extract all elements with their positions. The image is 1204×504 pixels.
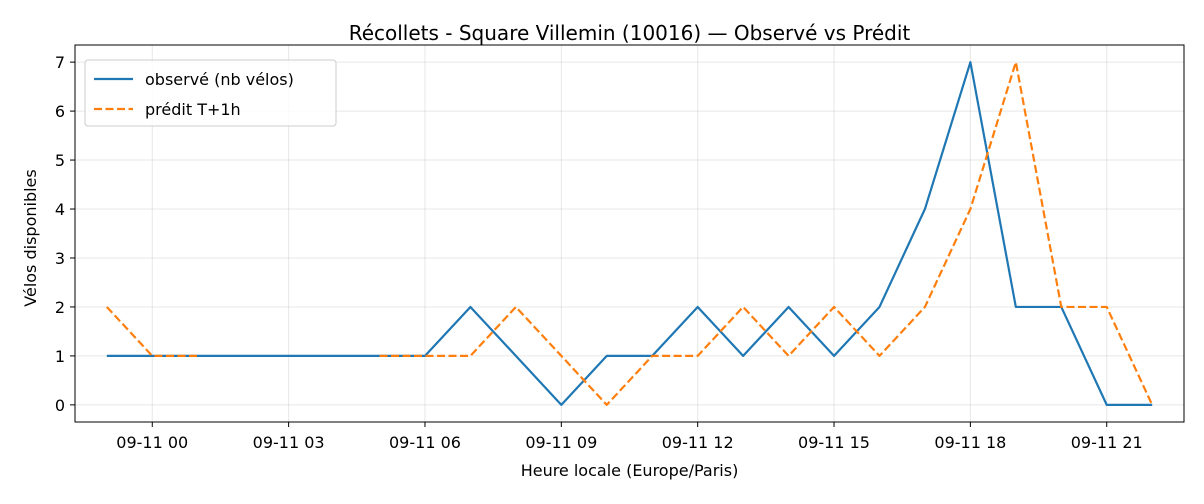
x-tick-label: 09-11 09 (525, 433, 597, 452)
y-axis-title: Vélos disponibles (21, 169, 40, 306)
series-layer (106, 61, 1154, 406)
x-tick-label: 09-11 18 (934, 433, 1006, 452)
predicted-series-line (379, 61, 1154, 406)
observed-series-line (106, 61, 1153, 406)
chart-title: Récollets - Square Villemin (10016) — Ob… (349, 21, 911, 45)
x-tick-label: 09-11 03 (253, 433, 325, 452)
x-axis: 09-11 00 09-11 03 09-11 06 09-11 09 09-11 12… (116, 422, 1143, 452)
y-tick-label: 3 (55, 249, 65, 268)
y-axis: 0 1 2 3 4 5 6 7 (55, 53, 75, 415)
predicted-series-line (106, 306, 198, 357)
legend-label-observed: observé (nb vélos) (145, 70, 294, 89)
x-tick-label: 09-11 00 (116, 433, 188, 452)
y-tick-label: 4 (55, 200, 65, 219)
x-tick-label: 09-11 15 (798, 433, 870, 452)
x-tick-label: 09-11 21 (1071, 433, 1143, 452)
x-tick-label: 09-11 12 (662, 433, 734, 452)
legend-box (84, 59, 337, 127)
y-tick-label: 0 (55, 396, 65, 415)
y-tick-label: 5 (55, 151, 65, 170)
x-tick-label: 09-11 06 (389, 433, 461, 452)
y-tick-label: 6 (55, 102, 65, 121)
y-tick-label: 1 (55, 347, 65, 366)
legend: observé (nb vélos) prédit T+1h (84, 59, 337, 127)
y-tick-label: 2 (55, 298, 65, 317)
grid-lines (75, 45, 1184, 422)
plot-frame (74, 44, 1185, 423)
y-tick-label: 7 (55, 53, 65, 72)
legend-label-predicted: prédit T+1h (145, 100, 241, 119)
x-axis-title: Heure locale (Europe/Paris) (521, 461, 739, 480)
